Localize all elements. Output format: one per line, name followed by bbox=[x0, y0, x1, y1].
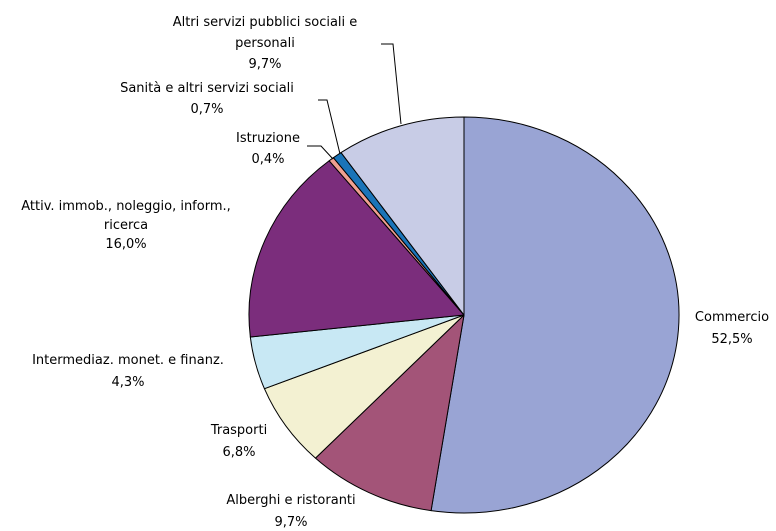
pie-slice-1 bbox=[430, 116, 680, 514]
slice-category-label-5: ricerca bbox=[104, 218, 148, 233]
slice-category-label-2: Alberghi e ristoranti bbox=[226, 493, 355, 508]
slice-value-label-4: 4,3% bbox=[111, 375, 144, 390]
slice-value-label-3: 6,8% bbox=[222, 445, 255, 460]
slice-value-label-1: 52,5% bbox=[711, 332, 752, 347]
slice-category-label-8: Altri servizi pubblici sociali e bbox=[173, 15, 358, 30]
leader-line-7 bbox=[318, 99, 341, 155]
slice-value-label-2: 9,7% bbox=[274, 515, 307, 530]
slice-category-label-4: Intermediaz. monet. e finanz. bbox=[32, 353, 224, 368]
slice-category-label-5: Attiv. immob., noleggio, inform., bbox=[21, 199, 231, 214]
slice-value-label-6: 0,4% bbox=[251, 152, 284, 167]
slice-category-label-8: personali bbox=[235, 36, 295, 51]
pie-slice-2 bbox=[314, 314, 465, 512]
slice-value-label-8: 9,7% bbox=[248, 57, 281, 72]
slice-value-label-5: 16,0% bbox=[105, 237, 146, 252]
slice-value-label-7: 0,7% bbox=[190, 102, 223, 117]
slice-category-label-1: Commercio bbox=[695, 310, 769, 325]
pie-slice-8 bbox=[340, 116, 465, 316]
slice-category-label-7: Sanità e altri servizi sociali bbox=[120, 81, 294, 96]
leader-line-8 bbox=[381, 43, 402, 125]
leader-lines-layer bbox=[307, 43, 402, 160]
labels-layer: Commercio 52,5% Alberghi e ristoranti 9,7% T… bbox=[21, 15, 769, 530]
slice-category-label-6: Istruzione bbox=[236, 131, 300, 146]
slices-layer bbox=[248, 116, 680, 514]
slice-category-label-3: Trasporti bbox=[210, 423, 267, 438]
pie-slice-5 bbox=[248, 160, 465, 338]
leader-line-6 bbox=[307, 145, 334, 160]
